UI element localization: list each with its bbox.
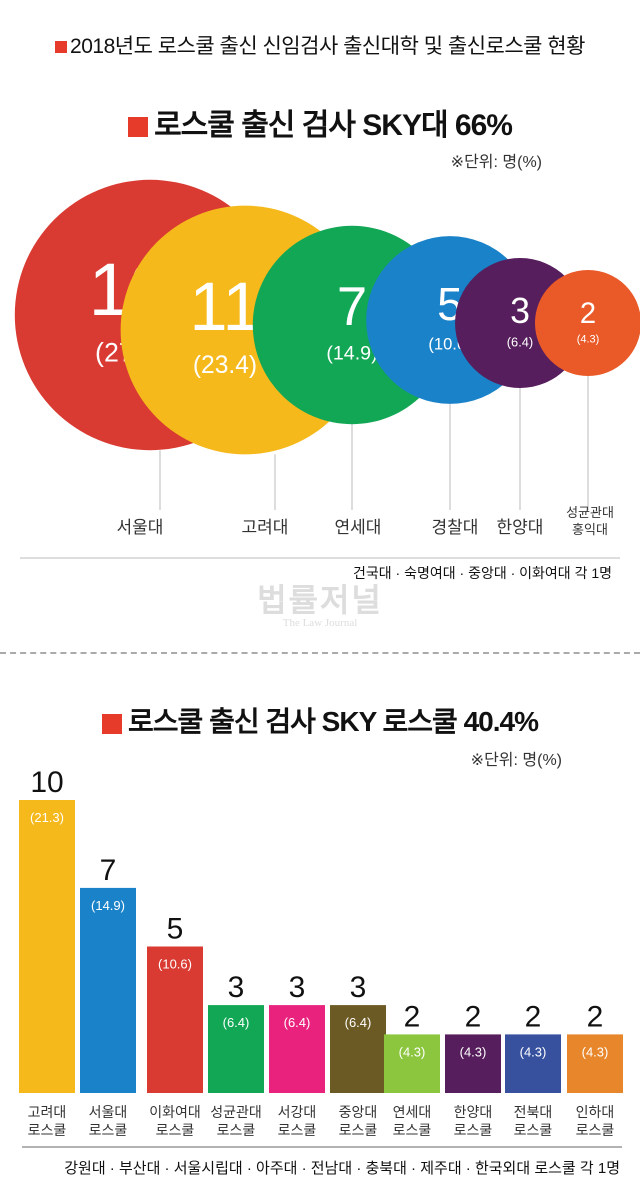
bubble-value: 3 <box>510 291 530 331</box>
category-label: 경찰대 <box>432 518 479 537</box>
bubble-chart-title-text: 로스쿨 출신 검사 SKY대 66% <box>154 109 513 142</box>
category-label: 로스쿨 <box>339 1122 378 1138</box>
category-label: 고려대 <box>28 1104 67 1120</box>
category-label: 성균관대 <box>566 505 614 520</box>
category-label: 서강대 <box>278 1104 317 1120</box>
bubble-value: 2 <box>580 298 596 330</box>
bar <box>147 946 203 1093</box>
bubble-percent: (14.9) <box>326 343 377 365</box>
bar-percent-label: (4.3) <box>399 1044 426 1059</box>
category-label: 홍익대 <box>572 522 608 537</box>
category-label: 로스쿨 <box>454 1122 493 1138</box>
bar-percent-label: (6.4) <box>345 1015 372 1030</box>
category-label: 연세대 <box>335 518 382 537</box>
bar <box>208 1005 264 1093</box>
bar <box>269 1005 325 1093</box>
bar-value-label: 5 <box>167 913 184 946</box>
bar <box>80 887 136 1093</box>
bar-percent-label: (6.4) <box>284 1015 311 1030</box>
title-marker <box>128 117 149 138</box>
category-label: 성균관대 <box>210 1104 262 1120</box>
bubble-percent: (4.3) <box>577 334 600 346</box>
bar-percent-label: (21.3) <box>30 810 64 825</box>
category-label: 연세대 <box>393 1104 432 1120</box>
category-label: 이화여대 <box>149 1104 201 1120</box>
category-label: 한양대 <box>454 1104 493 1120</box>
bar <box>567 1034 623 1093</box>
bar-value-label: 3 <box>289 971 306 1004</box>
bubble-percent: (6.4) <box>507 334 533 349</box>
category-label: 로스쿨 <box>514 1122 553 1138</box>
bubble-percent: (23.4) <box>193 352 257 379</box>
bar-chart-title: 로스쿨 출신 검사 SKY 로스쿨 40.4% <box>0 700 640 740</box>
title-marker <box>102 713 123 734</box>
bar-percent-label: (4.3) <box>582 1044 609 1059</box>
bubble-chart-title: 로스쿨 출신 검사 SKY대 66% <box>0 100 640 144</box>
category-label: 고려대 <box>242 518 289 537</box>
title-marker <box>55 41 68 54</box>
bar-footnote: 강원대 · 부산대 · 서울시립대 · 아주대 · 전남대 · 충북대 · 제주… <box>64 1160 620 1177</box>
category-label: 한양대 <box>497 518 544 537</box>
bar <box>330 1005 386 1093</box>
category-label: 전북대 <box>514 1104 553 1120</box>
section-divider <box>0 652 640 654</box>
bar <box>505 1034 561 1093</box>
main-title-text: 2018년도 로스쿨 출신 신임검사 출신대학 및 출신로스쿨 현황 <box>70 35 585 58</box>
bar-value-label: 2 <box>465 1000 482 1033</box>
bubble-unit-note: ※단위: 명(%) <box>450 154 542 171</box>
bar <box>384 1034 440 1093</box>
bubble <box>534 269 640 377</box>
category-label: 서울대 <box>117 518 164 537</box>
category-label: 로스쿨 <box>576 1122 615 1138</box>
category-label: 인하대 <box>576 1104 615 1120</box>
main-title: 2018년도 로스쿨 출신 신임검사 출신대학 및 출신로스쿨 현황 <box>0 30 640 60</box>
category-label: 로스쿨 <box>89 1122 128 1138</box>
bar-value-label: 3 <box>228 971 245 1004</box>
bar <box>445 1034 501 1093</box>
watermark-logo: 법률저널 The Law Journal <box>257 582 383 629</box>
bar-value-label: 2 <box>587 1000 604 1033</box>
bar-percent-label: (4.3) <box>520 1044 547 1059</box>
category-label: 서울대 <box>89 1104 128 1120</box>
bar-percent-label: (10.6) <box>158 957 192 972</box>
category-label: 로스쿨 <box>217 1122 256 1138</box>
category-label: 로스쿨 <box>393 1122 432 1138</box>
category-label: 중앙대 <box>339 1104 378 1120</box>
bar <box>19 800 75 1093</box>
bubble-value: 11 <box>190 269 261 345</box>
bubble-chart: 13(27.7)11(23.4)7(14.9)5(10.6)3(6.4)2(4.… <box>14 179 640 559</box>
bar-value-label: 2 <box>404 1000 421 1033</box>
bar-percent-label: (14.9) <box>91 898 125 913</box>
bar-percent-label: (4.3) <box>460 1044 487 1059</box>
bar-value-label: 3 <box>350 971 367 1004</box>
bar-unit-note: ※단위: 명(%) <box>470 752 562 769</box>
bubble-footnote: 건국대 · 숙명여대 · 중앙대 · 이화여대 각 1명 <box>353 565 612 581</box>
category-label: 로스쿨 <box>278 1122 317 1138</box>
bar-chart-title-text: 로스쿨 출신 검사 SKY 로스쿨 40.4% <box>128 706 539 737</box>
bar-value-label: 10 <box>30 766 63 799</box>
category-label: 로스쿨 <box>28 1122 67 1138</box>
bar-percent-label: (6.4) <box>223 1015 250 1030</box>
bar-value-label: 2 <box>525 1000 542 1033</box>
category-label: 로스쿨 <box>156 1122 195 1138</box>
bar-value-label: 7 <box>100 854 117 887</box>
bubble-value: 7 <box>337 276 367 337</box>
